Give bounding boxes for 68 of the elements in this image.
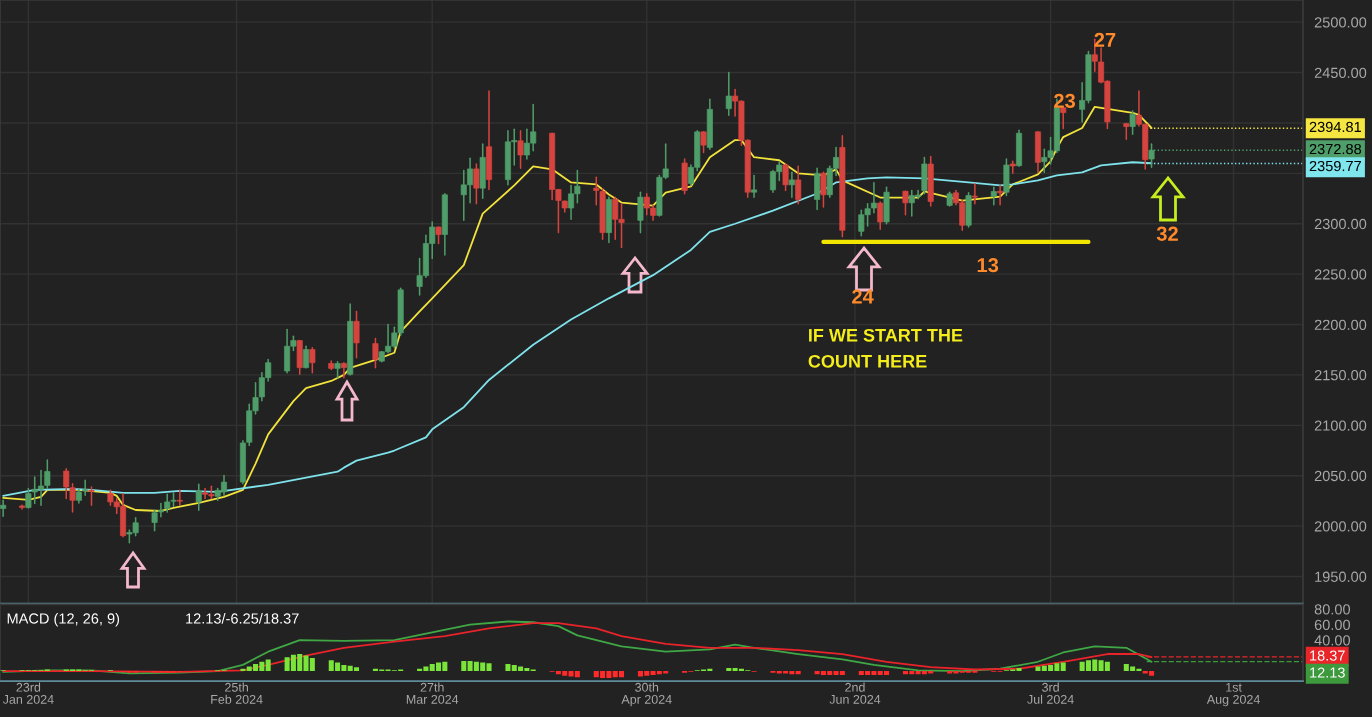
x-tick-label: 2nd Jun 2024	[829, 682, 881, 704]
candlestick	[473, 163, 480, 205]
bar	[1060, 662, 1066, 672]
candlestick	[1148, 143, 1155, 169]
candlestick	[0, 499, 7, 517]
candlestick	[795, 165, 802, 205]
candlestick	[997, 184, 1004, 206]
ref-line-label: 2394.81	[1309, 121, 1361, 133]
candlestick	[971, 183, 978, 205]
y-tick-label: 2450.00	[1314, 67, 1367, 78]
y-tick-label: 2100.00	[1314, 420, 1367, 431]
bar	[726, 667, 732, 672]
bar	[265, 659, 271, 672]
candlestick	[990, 186, 997, 206]
y-tick-label: 1950.00	[1315, 571, 1367, 582]
bar	[1016, 667, 1022, 672]
x-tick-label: 23rd Jan 2024	[2, 682, 54, 704]
y-tick-label: 2300.00	[1314, 218, 1367, 230]
chart-subtitle: 12.13/-6.25/18.37	[186, 612, 299, 624]
ref-line-label: 18.37	[1310, 650, 1345, 661]
candlestick	[700, 131, 707, 154]
candlestick	[820, 171, 827, 208]
y-tick-label: 2150.00	[1314, 370, 1367, 381]
candlestick	[788, 171, 795, 198]
x-tick-label: 25th Feb 2024	[211, 682, 263, 704]
annotation: 27	[1094, 32, 1116, 47]
y-tick-label: 60.00	[1314, 619, 1351, 631]
annotation: 24	[852, 289, 874, 304]
candlestick	[176, 489, 183, 507]
candlestick	[82, 479, 89, 497]
x-tick-label: 30th Apr 2024	[621, 682, 672, 707]
x-tick-label: 3rd Jul 2024	[1027, 682, 1074, 704]
y-tick-label: 2250.00	[1314, 269, 1367, 280]
candlestick	[725, 71, 732, 117]
candlestick	[88, 486, 95, 507]
candlestick	[751, 174, 758, 198]
ref-line-label: 2359.77	[1309, 160, 1361, 172]
x-tick-label: 1st Aug 2024	[1206, 683, 1260, 707]
annotation: IF WE START THE COUNT HERE	[808, 328, 963, 368]
candlestick	[1129, 110, 1136, 135]
y-tick-label: 80.00	[1314, 604, 1351, 615]
candlestick	[877, 201, 884, 231]
text: MACD (12, 26, 9)	[7, 612, 120, 627]
y-tick-label: 2050.00	[1314, 470, 1367, 482]
candlestick	[637, 191, 644, 234]
candlestick	[902, 190, 909, 216]
y-tick-label: 2200.00	[1314, 319, 1367, 330]
candlestick	[353, 310, 360, 359]
ref-line-label: 2372.88	[1309, 143, 1362, 155]
candlestick	[517, 130, 524, 170]
bar	[505, 664, 511, 672]
y-tick-label: 40.00	[1314, 635, 1351, 646]
bar	[461, 661, 467, 672]
candlestick	[195, 483, 202, 511]
y-tick-label: 2000.00	[1314, 521, 1367, 532]
y-tick-label: 2500.00	[1314, 17, 1367, 28]
x-tick-label: 27th Mar 2024	[406, 682, 459, 704]
candlestick	[340, 361, 347, 379]
candlestick	[782, 163, 789, 192]
candlestick	[372, 337, 379, 369]
bar	[795, 671, 801, 675]
annotation: 13	[977, 257, 999, 273]
candlestick	[309, 347, 316, 374]
candlestick	[303, 345, 310, 369]
annotation: 32	[1156, 226, 1178, 241]
annotation: 23	[1054, 93, 1076, 109]
bar	[1035, 666, 1041, 672]
ref-line-label: 12.13	[1310, 667, 1345, 678]
